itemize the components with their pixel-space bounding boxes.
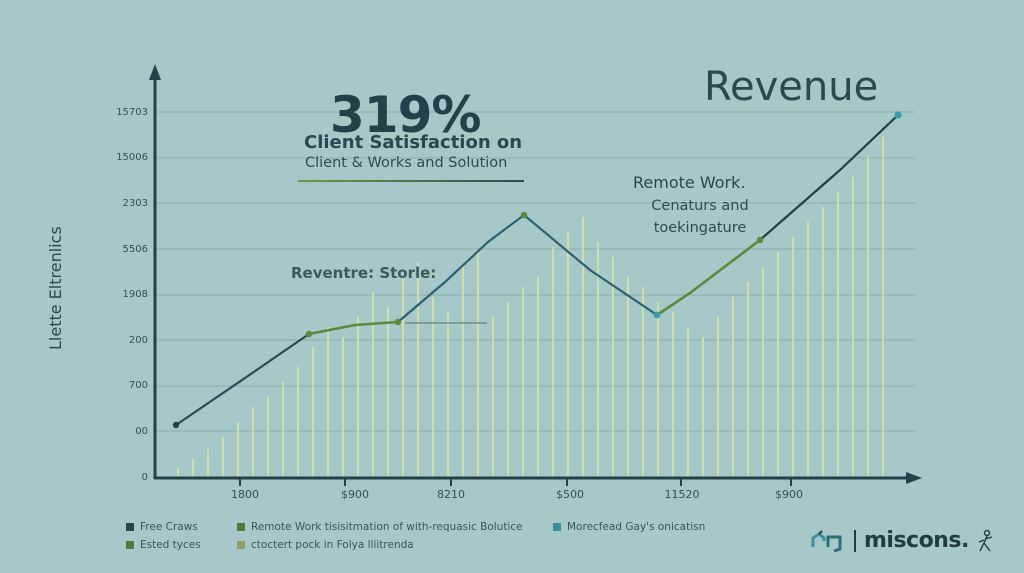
revenue-line-green-2 — [656, 238, 761, 317]
legend-item: Morecfead Gay's onicatisn — [553, 521, 705, 533]
legend-swatch — [553, 523, 561, 531]
y-tick-label: 00 — [135, 426, 148, 437]
data-point — [172, 421, 180, 429]
chart-title: Revenue — [704, 64, 879, 110]
legend-item: Ested tyces — [126, 539, 201, 551]
legend-item: Remote Work tisisitmation of with-requas… — [237, 521, 523, 533]
annotation-remote-line2: toekingature — [653, 220, 747, 236]
x-tick-label: 1800 — [231, 488, 259, 501]
y-tick-label: 15006 — [116, 152, 148, 163]
x-tick-label: $900 — [775, 488, 803, 501]
brand-mark-icon — [811, 529, 842, 552]
y-tick-label: 700 — [128, 380, 148, 391]
legend-swatch — [237, 541, 245, 549]
revenue-line-green-1 — [308, 320, 399, 336]
legend-label: ctoctert pock in Folya lliitrenda — [251, 539, 414, 551]
revenue-line-teal-1 — [397, 213, 658, 323]
y-tick-label: 15703 — [116, 107, 148, 118]
x-axis-arrow-icon — [906, 472, 922, 484]
data-point — [520, 211, 528, 219]
legend-item: ctoctert pock in Folya lliitrenda — [237, 539, 414, 551]
axes — [153, 78, 908, 480]
annotation-remote-title: Remote Work. — [633, 173, 746, 192]
annotation-remote-sub: Cenaturs and toekingature — [640, 195, 760, 239]
y-tick-label: 0 — [141, 472, 148, 483]
legend-swatch — [237, 523, 245, 531]
revenue-line-dark-1 — [175, 333, 310, 426]
gridlines — [155, 111, 915, 432]
y-tick-label: 5506 — [122, 244, 148, 255]
y-axis-arrow-icon — [149, 64, 161, 80]
legend-label: Morecfead Gay's onicatisn — [567, 521, 706, 533]
legend-label: Free Craws — [140, 521, 198, 533]
stat-underline — [298, 180, 524, 182]
legend-swatch — [126, 523, 134, 531]
y-tick-label: 200 — [128, 335, 148, 346]
legend-label: Ested tyces — [140, 539, 201, 551]
x-tick-label: 11520 — [664, 488, 700, 501]
legend-item: Free Craws — [126, 521, 198, 533]
revenue-line-dark-2 — [759, 114, 899, 241]
stat-subtitle: Client & Works and Solution — [305, 155, 508, 171]
x-tick-label: 8210 — [437, 488, 465, 501]
brand-name: miscons. — [864, 528, 969, 553]
annotation-stories: Reventre: Storle: — [291, 264, 437, 282]
data-point — [305, 330, 313, 338]
annotation-remote-line1: Cenaturs and — [651, 198, 749, 214]
brand-logo: miscons. — [810, 528, 995, 553]
data-point — [894, 111, 902, 119]
y-tick-label: 2303 — [122, 198, 148, 209]
stat-title: Client Satisfaction on — [304, 132, 523, 153]
legend-label: Remote Work tisisitmation of with-requas… — [251, 521, 523, 533]
x-tick-label: $900 — [341, 488, 369, 501]
data-point — [394, 318, 402, 326]
background-bars — [177, 137, 884, 477]
y-tick-label: 1908 — [122, 289, 148, 300]
figure-icon — [978, 529, 993, 551]
y-axis-label: Llette Eltrenlics — [46, 226, 65, 350]
headline-stat: 319% — [330, 86, 481, 144]
data-point — [653, 311, 661, 319]
data-point — [756, 236, 764, 244]
logo-separator — [854, 529, 856, 552]
legend-swatch — [126, 541, 134, 549]
x-tick-label: $500 — [556, 488, 584, 501]
